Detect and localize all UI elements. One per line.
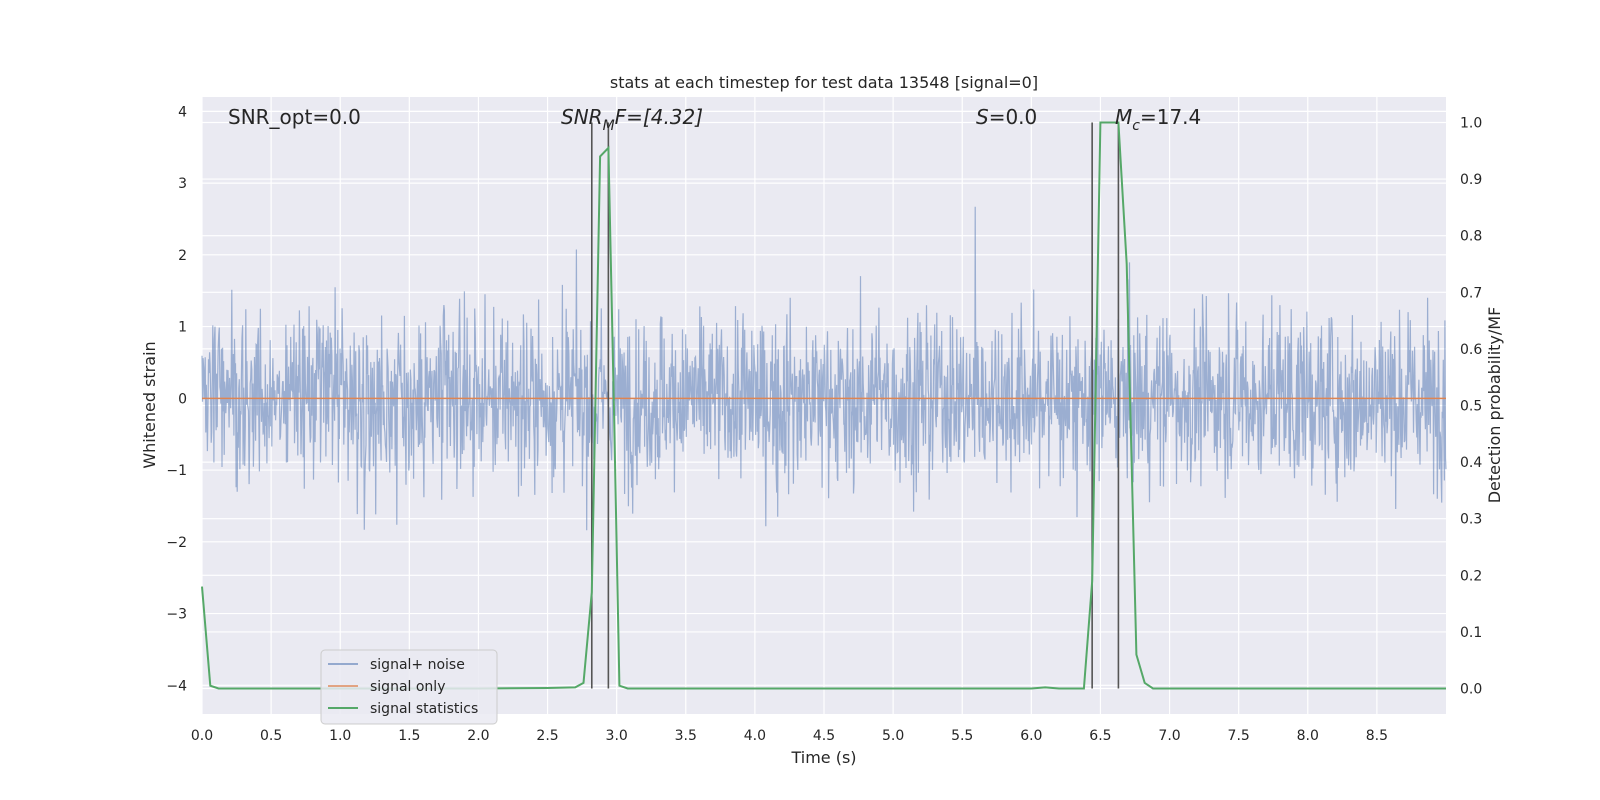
x-tick-labels: 0.0 0.5 1.0 1.5 2.0 2.5 3.0 3.5 4.0 4.5 5.0 5.5 6.0 6… <box>191 728 1388 744</box>
annotation-s: S=0.0 <box>976 105 1037 129</box>
y2-tick-label: 0.5 <box>1460 399 1482 415</box>
x-tick-label: 4.0 <box>744 728 766 744</box>
signal-noise-line <box>201 206 1447 531</box>
x-tick-label: 8.5 <box>1366 728 1388 744</box>
y-tick-label: 1 <box>178 320 187 336</box>
y2-axis-label: Detection probability/MF <box>1485 307 1504 504</box>
y2-tick-label: 0.3 <box>1460 512 1482 528</box>
y-tick-label: −4 <box>166 678 187 694</box>
x-tick-label: 6.0 <box>1020 728 1042 744</box>
x-tick-label: 3.0 <box>606 728 628 744</box>
x-tick-label: 6.5 <box>1089 728 1111 744</box>
annotation-mc-main: M <box>1115 105 1132 129</box>
chart-title: stats at each timestep for test data 135… <box>610 73 1038 92</box>
y2-tick-label: 0.9 <box>1460 172 1482 188</box>
y-axis-label: Whitened strain <box>140 341 159 468</box>
y2-tick-labels: 1.0 0.9 0.8 0.7 0.6 0.5 0.4 0.3 0.2 0.1 0.0 <box>1460 115 1482 697</box>
annotation-mc-rest: =17.4 <box>1140 105 1201 129</box>
x-tick-label: 7.0 <box>1158 728 1180 744</box>
y2-tick-label: 0.1 <box>1460 625 1482 641</box>
y2-tick-label: 1.0 <box>1460 115 1482 131</box>
y-tick-label: −1 <box>166 463 187 479</box>
signal-statistics-line <box>201 121 1446 690</box>
x-tick-label: 1.0 <box>329 728 351 744</box>
x-tick-label: 4.5 <box>813 728 835 744</box>
y-tick-label: 4 <box>178 104 187 120</box>
y-tick-label: −3 <box>166 607 187 623</box>
x-tick-label: 0.0 <box>191 728 213 744</box>
x-tick-label: 5.0 <box>882 728 904 744</box>
x-tick-label: 3.5 <box>675 728 697 744</box>
y-tick-label: 3 <box>178 176 187 192</box>
x-tick-label: 5.5 <box>951 728 973 744</box>
grid <box>201 97 1446 714</box>
y2-tick-label: 0.0 <box>1460 682 1482 698</box>
x-tick-label: 2.5 <box>536 728 558 744</box>
legend-label-noise: signal+ noise <box>370 657 465 673</box>
y2-tick-label: 0.2 <box>1460 568 1482 584</box>
y-tick-labels: 4 3 2 1 0 −1 −2 −3 −4 <box>166 104 187 694</box>
y-tick-label: 2 <box>178 248 187 264</box>
x-axis-label: Time (s) <box>790 748 856 767</box>
annotation-mc: Mc=17.4 <box>1115 105 1201 134</box>
signal-noise-series <box>201 206 1447 531</box>
x-tick-label: 2.0 <box>467 728 489 744</box>
x-tick-label: 7.5 <box>1228 728 1250 744</box>
annotation-snr-mf: SNRMF=[4.32] <box>561 105 703 134</box>
y-tick-label: −2 <box>166 535 187 551</box>
annotation-s-main: S <box>976 105 989 129</box>
annotation-snr-opt: SNR_opt=0.0 <box>228 105 361 129</box>
annotation-mc-sub: c <box>1132 118 1140 134</box>
annotation-snr-mf-rest: F=[4.32] <box>615 105 703 129</box>
legend-label-signal-only: signal only <box>370 679 445 695</box>
annotation-s-rest: =0.0 <box>989 105 1038 129</box>
signal-statistics-series <box>201 121 1446 690</box>
y-tick-label: 0 <box>178 391 187 407</box>
x-tick-label: 8.0 <box>1297 728 1319 744</box>
annotation-snr-mf-main: SNR <box>561 105 603 129</box>
y2-tick-label: 0.7 <box>1460 285 1482 301</box>
x-tick-label: 1.5 <box>398 728 420 744</box>
y2-tick-label: 0.4 <box>1460 455 1482 471</box>
y2-tick-label: 0.8 <box>1460 229 1482 245</box>
legend: signal+ noise signal only signal statist… <box>320 649 498 725</box>
y2-tick-label: 0.6 <box>1460 342 1482 358</box>
legend-box <box>320 649 498 725</box>
x-tick-label: 0.5 <box>260 728 282 744</box>
annotation-snr-mf-sub: M <box>603 118 615 134</box>
legend-label-statistics: signal statistics <box>370 701 478 717</box>
